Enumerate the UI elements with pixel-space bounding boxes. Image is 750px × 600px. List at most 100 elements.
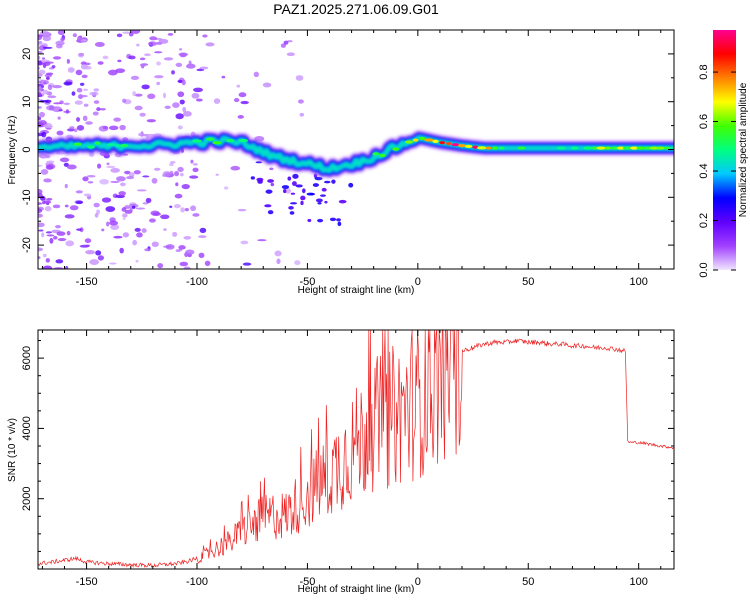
noise-blob	[101, 197, 112, 203]
noise-blob	[40, 195, 46, 201]
noise-blob	[175, 113, 184, 120]
noise-blob	[106, 162, 110, 166]
noise-blob	[85, 121, 93, 125]
noise-blob	[338, 199, 347, 204]
ridge-hotspot	[556, 146, 567, 150]
noise-blob	[78, 94, 88, 98]
noise-blob	[45, 165, 54, 170]
noise-blob	[43, 81, 47, 85]
noise-blob	[44, 206, 52, 212]
noise-blob	[175, 62, 183, 68]
noise-blob	[188, 60, 192, 66]
noise-blob	[52, 56, 62, 60]
noise-blob	[177, 166, 184, 173]
noise-blob	[183, 235, 192, 240]
noise-blob	[42, 89, 49, 95]
noise-blob	[94, 213, 99, 218]
noise-blob	[38, 202, 43, 205]
ridge-hotspot	[517, 146, 526, 150]
ridge-hotspot	[392, 147, 400, 151]
ridge-hotspot	[439, 141, 445, 145]
noise-blob	[193, 87, 203, 93]
noise-blob	[46, 77, 50, 80]
noise-blob	[183, 266, 191, 269]
ridge-hotspot	[622, 146, 633, 150]
noise-blob	[129, 207, 133, 214]
ridge-hotspot	[206, 137, 215, 141]
spectrogram-x-label: Height of straight line (km)	[298, 285, 415, 296]
noise-blob	[295, 184, 303, 188]
snr-x-axis: -150 -100 -50 0 50 100	[41, 330, 662, 588]
noise-blob	[183, 111, 192, 117]
spectrogram-x-axis: -150 -100 -50 0 50 100	[41, 30, 662, 288]
noise-blob	[65, 265, 69, 269]
noise-blob	[154, 167, 161, 171]
noise-blob	[139, 63, 147, 67]
noise-blob	[178, 52, 189, 57]
noise-blob	[38, 213, 43, 218]
x-tick-label: 100	[629, 576, 647, 588]
y-tick-label: 10	[21, 96, 33, 108]
ridge-hotspot	[485, 146, 492, 150]
noise-blob	[204, 260, 211, 267]
noise-blob	[139, 57, 146, 61]
noise-blob	[262, 82, 272, 88]
ridge-hotspot	[192, 139, 202, 143]
noise-blob	[213, 98, 221, 104]
noise-blob	[66, 164, 77, 170]
noise-blob	[38, 50, 43, 54]
noise-blob	[42, 253, 47, 258]
noise-blob	[283, 40, 289, 45]
ridge-hotspot	[94, 141, 101, 145]
noise-blob	[172, 231, 178, 237]
noise-blob	[292, 173, 299, 179]
noise-blob	[42, 46, 53, 49]
noise-blob	[182, 106, 187, 113]
ridge-hotspot	[87, 145, 95, 149]
noise-blob	[79, 82, 85, 86]
noise-blob	[288, 206, 294, 210]
ridge-hotspot	[412, 138, 419, 142]
noise-blob	[93, 100, 100, 104]
noise-blob	[47, 84, 53, 91]
colorbar-label: Normalized spectral amplitude	[738, 82, 749, 217]
noise-blob	[74, 100, 83, 105]
noise-blob	[144, 248, 151, 252]
noise-blob	[38, 73, 43, 77]
noise-blob	[237, 114, 244, 119]
noise-blob	[47, 95, 57, 99]
noise-blob	[94, 41, 105, 48]
noise-blob	[134, 105, 143, 111]
noise-blob	[113, 235, 123, 239]
noise-blob	[56, 231, 66, 236]
noise-blob	[281, 185, 290, 190]
noise-blob	[130, 75, 140, 81]
ridge-hotspot	[570, 146, 579, 150]
x-tick-label: -50	[299, 276, 315, 288]
noise-blob	[75, 200, 84, 205]
noise-blob	[238, 92, 247, 98]
noise-blob	[290, 192, 296, 195]
snr-series-line	[38, 330, 674, 569]
noise-blob	[300, 195, 306, 201]
ridge-hotspot	[492, 146, 499, 150]
noise-blob	[38, 116, 42, 121]
noise-blob	[257, 239, 267, 242]
spectrogram-y-label: Frequency (Hz)	[7, 116, 18, 185]
noise-blob	[139, 112, 146, 117]
noise-blob	[189, 175, 199, 179]
noise-blob	[105, 221, 110, 227]
ridge-hotspot	[477, 146, 487, 150]
noise-blob	[38, 55, 41, 61]
noise-blob	[174, 193, 183, 199]
noise-blob	[179, 99, 185, 105]
noise-blob	[83, 193, 92, 197]
x-tick-label: 50	[522, 276, 534, 288]
noise-blob	[84, 65, 92, 70]
noise-blob	[317, 218, 324, 223]
noise-blob	[173, 203, 181, 209]
ridge-hotspot	[458, 144, 466, 148]
noise-blob	[134, 93, 143, 97]
colorbar-tick-label: 0.0	[698, 262, 710, 277]
noise-blob	[312, 183, 319, 187]
